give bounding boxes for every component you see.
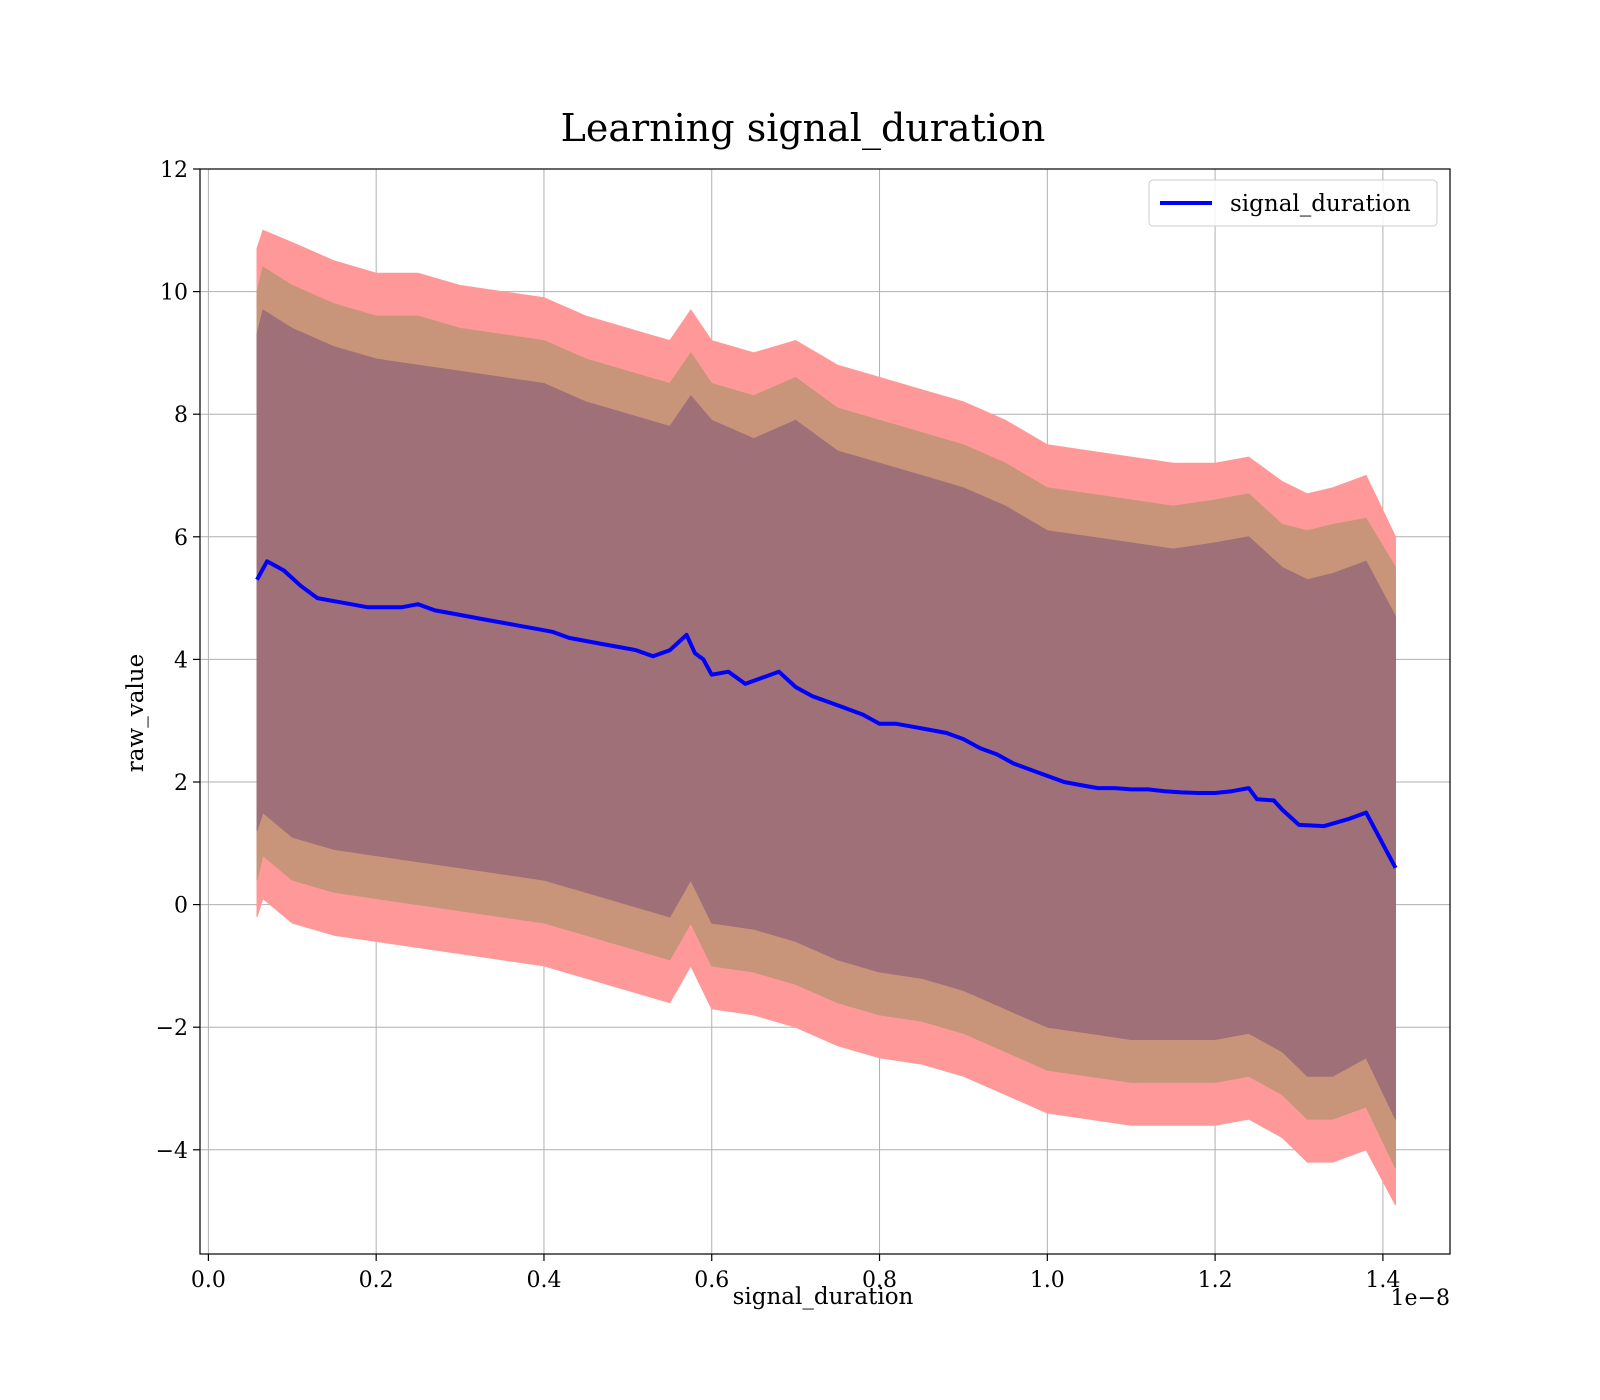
axes-frame <box>199 168 1451 1255</box>
y-tick-label: −2 <box>156 1016 188 1041</box>
y-tick-label: 6 <box>174 526 188 551</box>
band-inner <box>256 309 1396 1120</box>
legend-label-signal_duration: signal_duration <box>1230 191 1411 217</box>
confidence-bands <box>256 229 1396 1206</box>
chart-title: Learning signal_duration <box>561 106 1046 151</box>
legend: signal_duration <box>1148 179 1438 227</box>
x-tick-label: 0.6 <box>694 1268 729 1293</box>
x-tick-label: 0.8 <box>862 1268 897 1293</box>
x-tick-label: 1.0 <box>1030 1268 1065 1293</box>
legend-box <box>1148 179 1438 227</box>
y-tick-label: 12 <box>160 158 188 183</box>
series-lines <box>255 559 1398 869</box>
x-tick-label: 0.4 <box>526 1268 561 1293</box>
x-axis-ticks: 0.0 0.2 0.4 0.6 0.8 1.0 1.2 1.4 <box>191 1254 1400 1293</box>
x-tick-label: 0.2 <box>359 1268 394 1293</box>
y-tick-label: 0 <box>174 894 188 919</box>
y-tick-label: 10 <box>160 281 188 306</box>
y-tick-label: 4 <box>174 648 188 673</box>
x-axis-label: signal_duration <box>733 1284 914 1310</box>
y-tick-label: 8 <box>174 403 188 428</box>
x-axis-offset-text: 1e−8 <box>1391 1286 1450 1311</box>
y-tick-label: −4 <box>156 1139 188 1164</box>
x-tick-label: 1.4 <box>1365 1268 1400 1293</box>
y-axis-label: raw_value <box>123 654 149 772</box>
x-tick-label: 0.0 <box>191 1268 226 1293</box>
y-axis-ticks: −4 −2 0 2 4 6 8 10 12 <box>156 158 200 1164</box>
x-tick-label: 1.2 <box>1198 1268 1233 1293</box>
series-line-signal_duration <box>255 559 1398 869</box>
y-tick-label: 2 <box>174 771 188 796</box>
